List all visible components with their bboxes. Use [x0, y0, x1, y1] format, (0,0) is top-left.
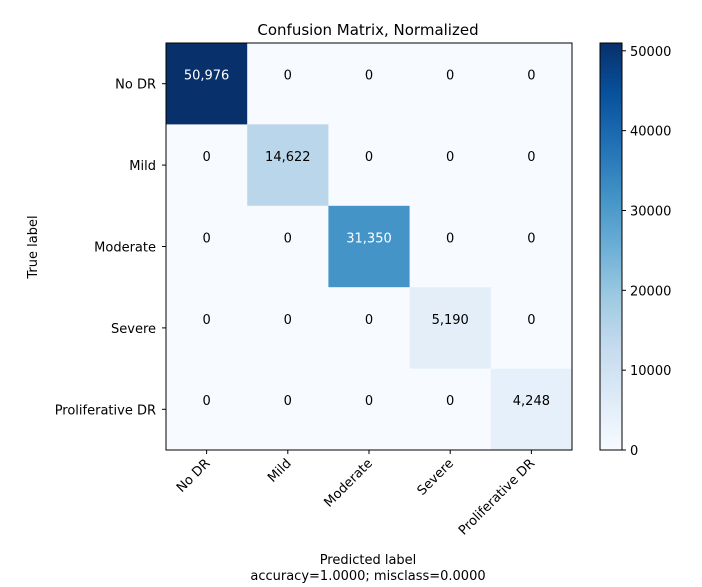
cell-value: 0: [527, 150, 535, 165]
cell-value: 0: [446, 231, 454, 246]
cell-value: 0: [284, 394, 292, 409]
colorbar-tick-label: 40000: [630, 125, 671, 140]
x-tick-label: Severe: [415, 456, 457, 498]
y-tick-label: Severe: [111, 322, 156, 337]
heatmap-cell: [328, 205, 411, 288]
cell-value: 0: [202, 394, 210, 409]
heatmap-cell: [490, 287, 573, 370]
heatmap-cell: [166, 205, 248, 288]
colorbar-tick-label: 10000: [630, 364, 671, 379]
colorbar-tick-label: 20000: [630, 284, 671, 299]
cell-value: 50,976: [184, 69, 230, 84]
chart-title: Confusion Matrix, Normalized: [257, 21, 478, 39]
cell-value: 31,350: [346, 231, 392, 246]
heatmap-cell: [490, 205, 573, 288]
heatmap-cell: [166, 287, 248, 370]
y-tick-label: Proliferative DR: [55, 403, 156, 418]
colorbar-tick-label: 50000: [630, 45, 671, 60]
heatmap-cell: [409, 124, 492, 207]
cell-value: 0: [446, 69, 454, 84]
cell-value: 0: [446, 150, 454, 165]
cell-value-labels: 50,976 0 0 0 0 0 14,622 0 0 0 0 0 31,350 0 0 0 0 0 5,190 0 0…: [184, 69, 550, 410]
heatmap-cell: [328, 124, 411, 207]
cell-value: 14,622: [265, 150, 311, 165]
heatmap-cell: [328, 368, 411, 451]
y-tick-labels: No DR Mild Moderate Severe Proliferative DR: [55, 78, 166, 418]
y-tick-label: Mild: [129, 159, 156, 174]
heatmap-cell: [409, 43, 492, 125]
heatmap-cell: [166, 368, 248, 451]
cell-value: 0: [284, 313, 292, 328]
heatmap-cell: [409, 287, 492, 370]
colorbar-ticks: 0 10000 20000 30000 40000 50000: [622, 45, 671, 459]
cell-value: 0: [446, 394, 454, 409]
cell-value: 0: [365, 394, 373, 409]
cell-value: 0: [284, 231, 292, 246]
heatmap-cell: [247, 287, 329, 370]
heatmap-cell: [328, 43, 411, 125]
colorbar: [599, 42, 623, 451]
cell-value: 0: [284, 69, 292, 84]
colorbar-tick-label: 0: [630, 444, 638, 459]
y-axis-label: True label: [26, 215, 41, 279]
cell-value: 4,248: [513, 394, 550, 409]
heatmap-cell: [490, 124, 573, 207]
cell-value: 0: [365, 313, 373, 328]
heatmap-cell: [490, 43, 573, 125]
colorbar-tick-label: 30000: [630, 204, 671, 219]
heatmap-cell: [247, 205, 329, 288]
cell-value: 0: [527, 313, 535, 328]
x-tick-label: Moderate: [322, 456, 376, 510]
cell-value: 0: [202, 231, 210, 246]
x-axis-label: Predicted label: [320, 553, 417, 568]
x-tick-label: No DR: [174, 456, 213, 495]
heatmap-cell: [247, 124, 329, 207]
cell-value: 0: [365, 69, 373, 84]
cell-value: 0: [527, 231, 535, 246]
y-tick-label: No DR: [115, 78, 156, 93]
cell-value: 0: [527, 69, 535, 84]
heatmap-cell: [409, 368, 492, 451]
heatmap-cell: [166, 43, 248, 125]
cell-value: 0: [202, 313, 210, 328]
cell-value: 5,190: [432, 313, 469, 328]
heatmap-cell: [490, 368, 573, 451]
heatmap-cell: [328, 287, 411, 370]
heatmap-cell: [166, 124, 248, 207]
cell-value: 0: [202, 150, 210, 165]
heatmap-cell: [247, 43, 329, 125]
heatmap-cell: [409, 205, 492, 288]
cell-value: 0: [365, 150, 373, 165]
accuracy-label: accuracy=1.0000; misclass=0.0000: [250, 569, 485, 584]
y-tick-label: Moderate: [94, 241, 156, 256]
x-tick-label: Mild: [265, 456, 294, 485]
heatmap-cell: [247, 368, 329, 451]
heatmap-cells: [166, 43, 573, 451]
x-tick-label: Proliferative DR: [456, 456, 538, 538]
